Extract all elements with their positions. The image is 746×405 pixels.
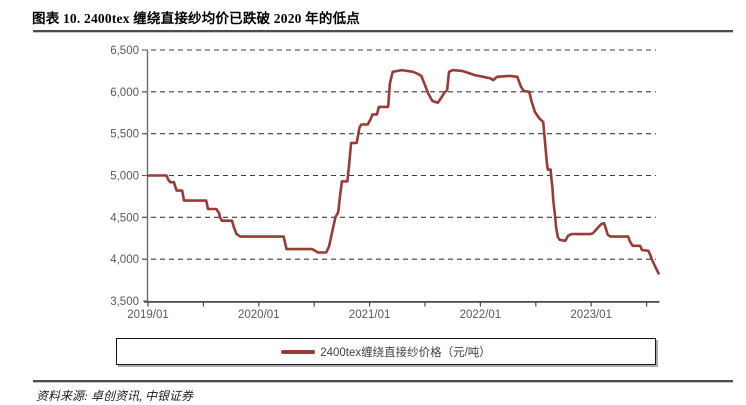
title-divider [33, 30, 733, 32]
svg-text:2023/01: 2023/01 [570, 309, 612, 321]
footer-divider [33, 380, 733, 382]
svg-text:2022/01: 2022/01 [460, 309, 502, 321]
chart-title: 图表 10. 2400tex 缠绕直接纱均价已跌破 2020 年的低点 [32, 11, 360, 26]
price-line-chart: 3,500 4,000 4,500 5,000 5,500 6,000 6,500 2019/… [110, 45, 660, 321]
svg-text:6,500: 6,500 [110, 45, 139, 57]
svg-text:6,000: 6,000 [110, 87, 139, 99]
svg-text:4,000: 4,000 [110, 254, 139, 266]
svg-text:5,000: 5,000 [110, 171, 139, 183]
svg-text:2019/01: 2019/01 [127, 309, 169, 321]
svg-text:3,500: 3,500 [110, 296, 139, 308]
legend-label: 2400tex缠绕直接纱价格（元/吨） [320, 346, 491, 359]
legend-line-marker-icon [281, 349, 316, 354]
svg-text:2021/01: 2021/01 [349, 309, 391, 321]
svg-text:2020/01: 2020/01 [238, 309, 280, 321]
svg-text:5,500: 5,500 [110, 129, 139, 141]
source-note: 资料来源: 卓创资讯, 中银证券 [36, 389, 193, 403]
svg-text:4,500: 4,500 [110, 212, 139, 224]
legend: 2400tex缠绕直接纱价格（元/吨） [116, 338, 656, 365]
